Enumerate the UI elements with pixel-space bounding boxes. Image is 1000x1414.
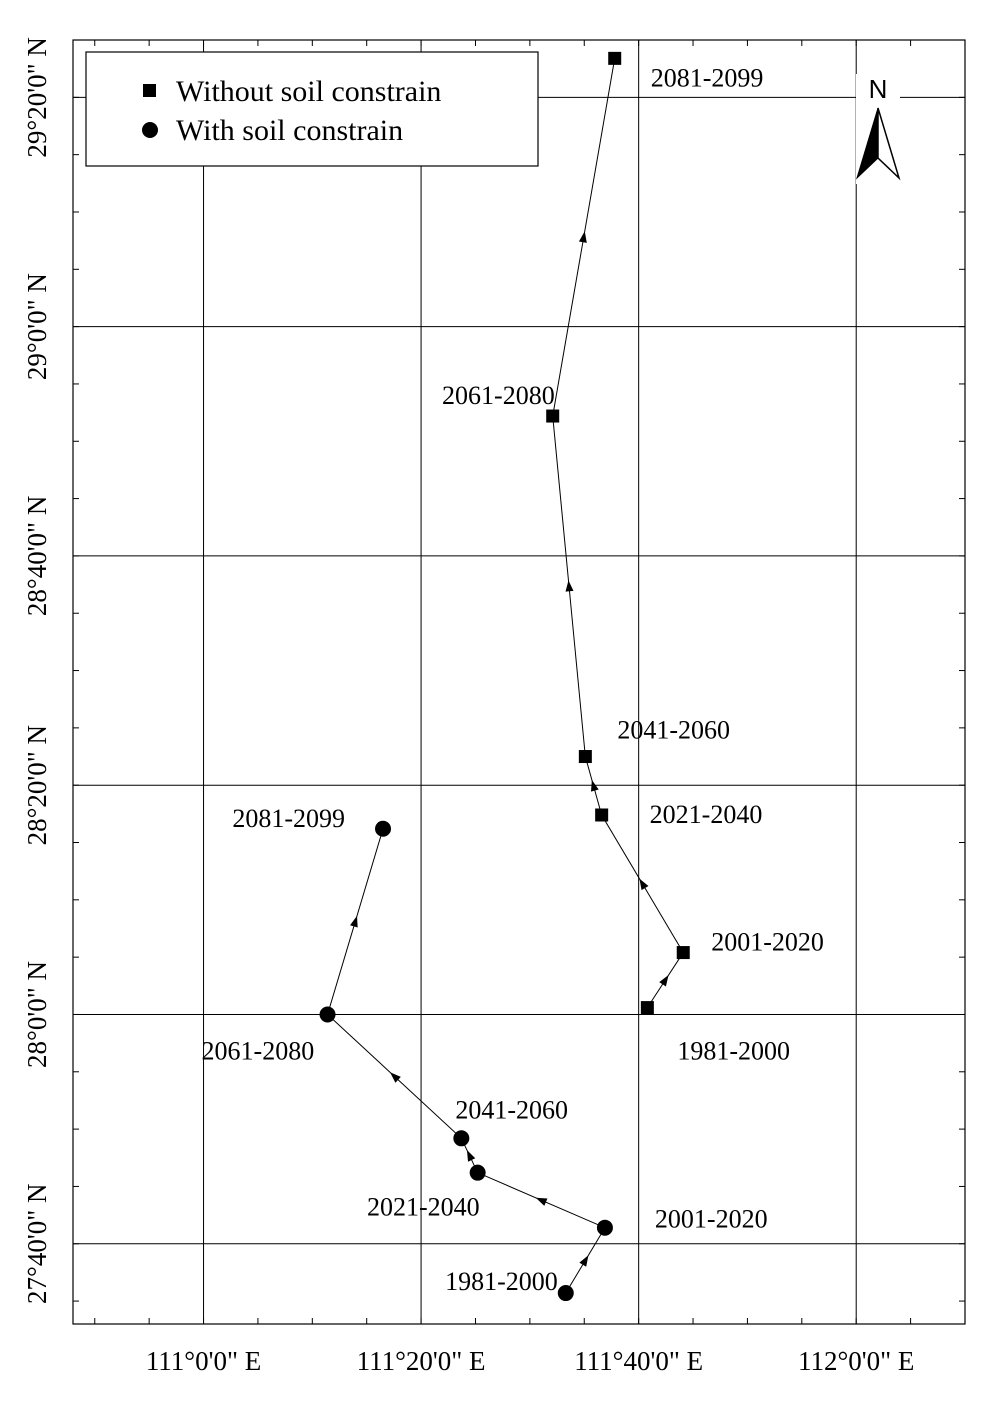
y-tick-label-5: 29°20'0" N xyxy=(22,37,52,157)
series-0-arrow-3 xyxy=(565,580,574,592)
series-1-marker-2 xyxy=(469,1164,486,1181)
x-tick-label-0: 111°0'0" E xyxy=(146,1346,261,1376)
series-0-label-0: 1981-2000 xyxy=(677,1037,790,1066)
series-0-arrow-0 xyxy=(659,975,669,987)
series-0-label-3: 2041-2060 xyxy=(617,716,730,745)
series-0-label-4: 2061-2080 xyxy=(442,381,555,410)
series-0-marker-5 xyxy=(608,51,622,65)
legend-circle-marker xyxy=(142,122,158,138)
series-1-label-5: 2081-2099 xyxy=(232,804,345,833)
north-arrow-label: N xyxy=(869,74,888,104)
series-1-label-4: 2061-2080 xyxy=(202,1036,315,1065)
series-1-marker-0 xyxy=(557,1285,574,1302)
axis-layer: 111°0'0" E 111°20'0" E 111°40'0" E 112°0'0"… xyxy=(22,37,966,1376)
x-tick-label-3: 112°0'0" E xyxy=(798,1346,914,1376)
y-tick-label-1: 28°0'0" N xyxy=(22,961,52,1068)
y-tick-label-0: 27°40'0" N xyxy=(22,1184,52,1304)
series-0-label-2: 2021-2040 xyxy=(650,800,763,829)
y-tick-label-3: 28°40'0" N xyxy=(22,496,52,616)
series-1-label-1: 2001-2020 xyxy=(655,1205,768,1234)
series-1-label-3: 2041-2060 xyxy=(455,1095,568,1124)
x-tick-label-1: 111°20'0" E xyxy=(357,1346,486,1376)
series-1-arrow-3 xyxy=(390,1072,401,1083)
legend-label-with-soil: With soil constrain xyxy=(176,114,403,147)
series-0-marker-3 xyxy=(578,750,592,764)
series-1-arrow-4 xyxy=(350,915,358,928)
legend-label-without-soil: Without soil constrain xyxy=(176,75,441,108)
x-tick-label-2: 111°40'0" E xyxy=(574,1346,703,1376)
legend: Without soil constrain With soil constra… xyxy=(85,51,539,167)
north-arrow: N xyxy=(855,74,901,184)
series-1-line xyxy=(326,828,606,1294)
plot-frame xyxy=(72,39,966,1325)
y-tick-label-2: 28°20'0" N xyxy=(22,725,52,845)
series-1-arrow-1 xyxy=(535,1197,548,1206)
series-1-label-0: 1981-2000 xyxy=(445,1267,558,1296)
series-0-arrow-1 xyxy=(639,878,649,891)
series-layer: 1981-2000 2001-2020 2021-2040 2041-2060 2061… xyxy=(202,51,824,1302)
series-1-marker-3 xyxy=(453,1130,470,1147)
y-tick-label-4: 29°0'0" N xyxy=(22,273,52,380)
series-1-arrow-2 xyxy=(466,1150,476,1162)
grid-layer xyxy=(72,39,966,1325)
series-1-marker-1 xyxy=(596,1219,613,1236)
series-1-label-2: 2021-2040 xyxy=(367,1193,480,1222)
series-0-line xyxy=(552,58,684,1008)
north-arrow-icon-right xyxy=(877,107,901,181)
series-0-label-1: 2001-2020 xyxy=(711,928,824,957)
series-0-arrow-2 xyxy=(590,779,599,792)
series-1-arrow-0 xyxy=(579,1255,589,1267)
series-1-marker-5 xyxy=(375,820,392,837)
series-0-marker-4 xyxy=(546,409,560,423)
legend-box xyxy=(85,51,539,167)
legend-square-marker xyxy=(143,84,156,97)
series-0-arrow-4 xyxy=(578,231,587,243)
series-0-marker-0 xyxy=(640,1001,654,1015)
series-0-marker-2 xyxy=(595,808,609,822)
series-0-marker-1 xyxy=(676,946,690,960)
series-0-label-5: 2081-2099 xyxy=(651,63,764,92)
series-1-marker-4 xyxy=(319,1006,336,1023)
